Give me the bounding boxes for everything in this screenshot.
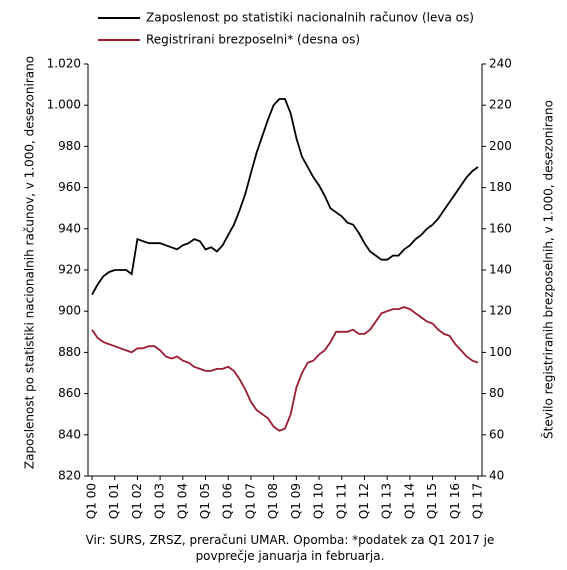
- y2-tick-label: 60: [489, 427, 504, 441]
- x-tick-label: Q1 12: [357, 483, 371, 519]
- series-line: [91, 98, 479, 296]
- x-tick-label: Q1 00: [85, 483, 99, 519]
- x-tick-label: Q1 03: [153, 483, 167, 519]
- y2-tick-label: 160: [489, 221, 512, 235]
- y2-tick-label: 180: [489, 180, 512, 194]
- source-note: Vir: SURS, ZRSZ, preračuni UMAR. Opomba:…: [85, 533, 495, 563]
- y2-tick-label: 100: [489, 345, 512, 359]
- y2-tick-label: 200: [489, 139, 512, 153]
- x-tick-label: Q1 07: [243, 483, 257, 519]
- y-tick-label: 820: [58, 469, 81, 483]
- x-tick-label: Q1 11: [334, 483, 348, 519]
- y2-tick-label: 240: [489, 57, 512, 71]
- x-tick-label: Q1 08: [266, 483, 280, 519]
- series-line: [91, 306, 479, 432]
- x-tick-label: Q1 04: [175, 483, 189, 519]
- x-tick-label: Q1 14: [402, 483, 416, 519]
- legend-label: Registrirani brezposelni* (desna os): [146, 33, 360, 47]
- y-tick-label: 840: [58, 427, 81, 441]
- y-tick-label: 920: [58, 263, 81, 277]
- x-tick-label: Q1 06: [221, 483, 235, 519]
- x-tick-label: Q1 01: [107, 483, 121, 519]
- y2-axis-label: Število registriranih brezposelnih, v 1.…: [541, 100, 556, 439]
- y2-tick-label: 220: [489, 98, 512, 112]
- y-tick-label: 880: [58, 345, 81, 359]
- x-tick-label: Q1 17: [471, 483, 485, 519]
- y-tick-label: 940: [58, 221, 81, 235]
- x-tick-label: Q1 15: [425, 483, 439, 519]
- x-tick-label: Q1 10: [312, 483, 326, 519]
- legend-label: Zaposlenost po statistiki nacionalnih ra…: [146, 11, 474, 25]
- y2-tick-label: 120: [489, 304, 512, 318]
- x-tick-label: Q1 09: [289, 483, 303, 519]
- y-tick-label: 1.000: [47, 98, 81, 112]
- y2-tick-label: 140: [489, 263, 512, 277]
- y2-tick-label: 80: [489, 386, 504, 400]
- x-tick-label: Q1 05: [198, 483, 212, 519]
- y-tick-label: 1.020: [47, 57, 81, 71]
- y-tick-label: 860: [58, 386, 81, 400]
- y-tick-label: 960: [58, 180, 81, 194]
- y-tick-label: 900: [58, 304, 81, 318]
- x-tick-label: Q1 02: [130, 483, 144, 519]
- y-tick-label: 980: [58, 139, 81, 153]
- x-tick-label: Q1 16: [448, 483, 462, 519]
- y-axis-label: Zaposlenost po statistiki nacionalnih ra…: [22, 55, 37, 470]
- x-tick-label: Q1 13: [380, 483, 394, 519]
- y2-tick-label: 40: [489, 469, 504, 483]
